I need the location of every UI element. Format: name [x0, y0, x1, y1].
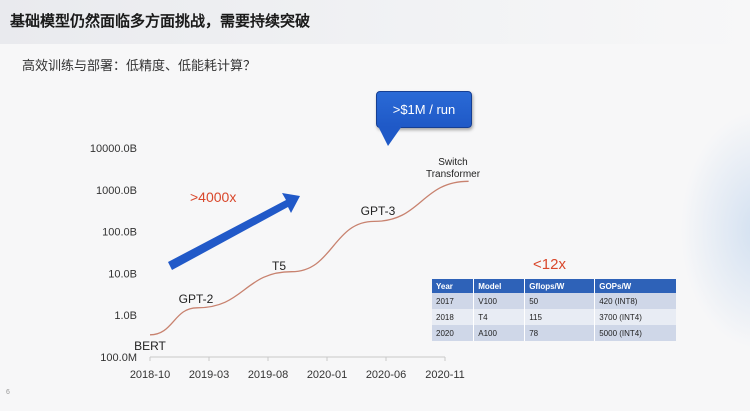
title-bar: 基础模型仍然面临多方面挑战，需要持续突破: [0, 0, 750, 44]
slide-subtitle: 高效训练与部署：低精度、低能耗计算？: [22, 59, 257, 74]
cell-model: A100: [473, 325, 526, 341]
col-header-gflops: Gflops/W: [524, 279, 596, 293]
model-labels: BERT GPT-2 T5 GPT-3 Switch Transformer: [134, 157, 481, 353]
table-row: 2017 V100 50 420 (INT8): [432, 293, 676, 309]
y-tick-label: 1.0B: [114, 310, 137, 322]
cell-year: 2018: [432, 309, 475, 325]
page-number: 6: [6, 389, 10, 396]
table-row: 2020 A100 78 5000 (INT4): [432, 325, 676, 341]
y-tick-label: 100.0M: [100, 352, 137, 364]
model-label: Switch Transformer: [426, 157, 481, 180]
x-tick-label: 2020-11: [425, 369, 465, 381]
x-tick-label: 2020-06: [366, 369, 406, 381]
cell-gops: 420 (INT8): [594, 293, 676, 309]
gpu-efficiency-table: Year Model Gflops/W GOPs/W 2017 V100 50 …: [432, 279, 676, 341]
col-header-year: Year: [432, 279, 475, 293]
model-label: GPT-2: [179, 292, 214, 306]
efficiency-label: <12x: [533, 256, 566, 273]
y-axis: 100.0M 1.0B 10.0B 100.0B 1000.0B 10000.0B: [90, 143, 137, 364]
y-tick-label: 100.0B: [102, 227, 137, 239]
cell-gops: 5000 (INT4): [594, 325, 676, 341]
cell-gflops: 50: [524, 293, 596, 309]
model-label: T5: [272, 259, 286, 273]
x-tick-label: 2019-03: [189, 369, 229, 381]
x-tick-label: 2018-10: [130, 369, 170, 381]
cell-gflops: 115: [524, 309, 596, 325]
cost-callout: >$1M / run: [376, 91, 472, 128]
y-tick-label: 10000.0B: [90, 143, 137, 155]
cell-gflops: 78: [524, 325, 596, 341]
y-tick-label: 10.0B: [108, 268, 137, 280]
cell-year: 2017: [432, 293, 475, 309]
callout-pointer: [378, 126, 402, 146]
x-tick-label: 2020-01: [307, 369, 347, 381]
growth-label: >4000x: [190, 189, 236, 205]
slide-title: 基础模型仍然面临多方面挑战，需要持续突破: [10, 12, 311, 30]
table-row: 2018 T4 115 3700 (INT4): [432, 309, 676, 325]
cell-model: V100: [473, 293, 526, 309]
cell-model: T4: [473, 309, 526, 325]
table-header-row: Year Model Gflops/W GOPs/W: [432, 279, 676, 293]
growth-curve: [149, 180, 469, 336]
col-header-model: Model: [473, 279, 526, 293]
col-header-gops: GOPs/W: [594, 279, 676, 293]
model-label: GPT-3: [361, 204, 396, 218]
model-label: BERT: [134, 339, 166, 353]
x-tick-label: 2019-08: [248, 369, 288, 381]
y-tick-label: 1000.0B: [96, 185, 137, 197]
cell-gops: 3700 (INT4): [594, 309, 676, 325]
x-axis: 2018-10 2019-03 2019-08 2020-01 2020-06 2020-…: [130, 357, 465, 381]
decorative-glow: [680, 110, 750, 350]
cell-year: 2020: [432, 325, 475, 341]
trend-arrow-icon: [168, 193, 300, 270]
